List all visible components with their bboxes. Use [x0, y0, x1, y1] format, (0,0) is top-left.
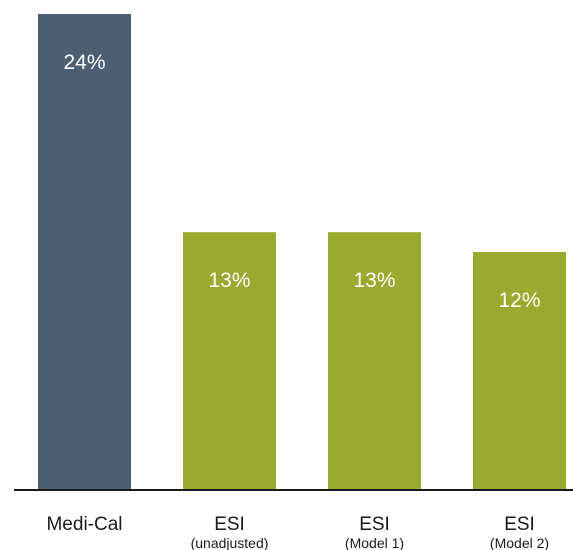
category-label-4: ESI — [504, 514, 535, 535]
bar-1 — [38, 14, 131, 490]
category-sublabel-4: (Model 2) — [490, 535, 549, 550]
category-labels-layer: Medi-Cal ESI(unadjusted)ESI(Model 1)ESI(M… — [46, 514, 549, 550]
category-label-1: Medi-Cal — [46, 514, 122, 535]
bar-3 — [328, 232, 421, 490]
category-label-2: ESI — [214, 514, 245, 535]
bar-value-label-3: 13% — [353, 269, 395, 292]
category-label-3: ESI — [359, 514, 390, 535]
category-sublabel-3: (Model 1) — [345, 535, 404, 550]
value-labels-layer: 24% 13% 13% 12% — [63, 51, 540, 312]
category-sublabel-2: (unadjusted) — [191, 535, 269, 550]
bar-4 — [473, 252, 566, 490]
bar-value-label-1: 24% — [63, 51, 105, 74]
bar-value-label-4: 12% — [498, 289, 540, 312]
bar-value-label-2: 13% — [208, 269, 250, 292]
bar-2 — [183, 232, 276, 490]
bars-layer — [38, 14, 566, 490]
